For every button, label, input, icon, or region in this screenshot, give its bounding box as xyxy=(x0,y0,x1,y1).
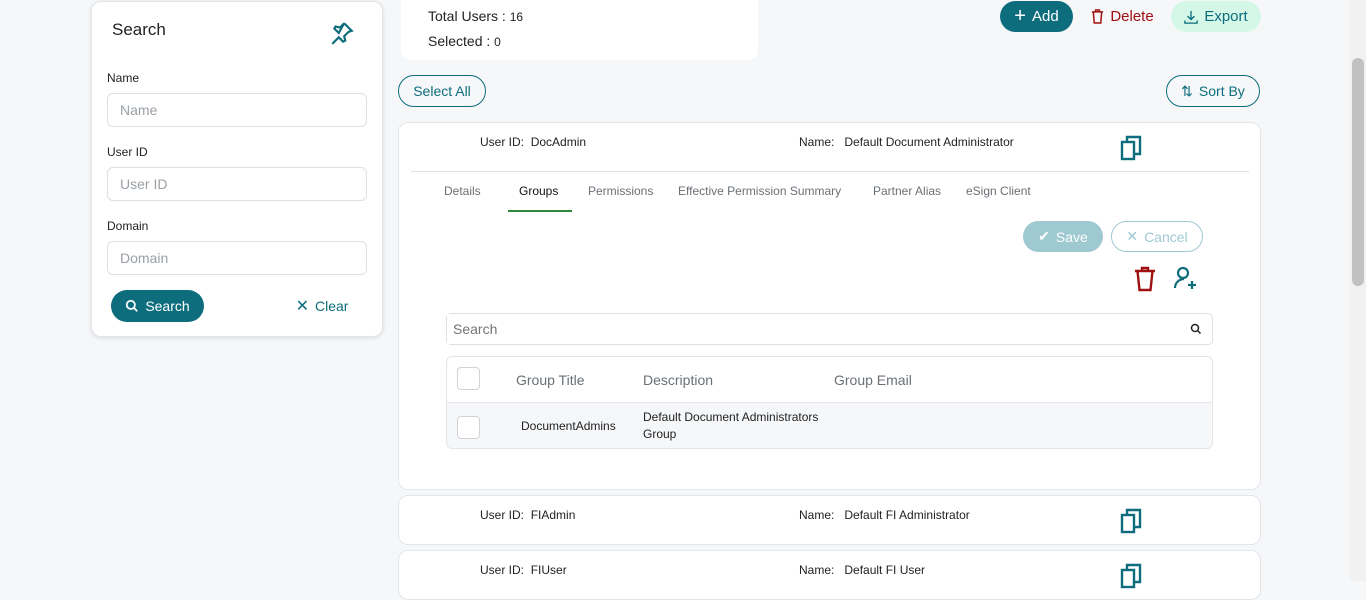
selected-count: Selected : 0 xyxy=(428,33,501,49)
selected-label: Selected : xyxy=(428,33,491,49)
divider xyxy=(411,171,1249,172)
select-all-label: Select All xyxy=(413,83,471,99)
copy-icon[interactable] xyxy=(1120,135,1142,161)
add-button[interactable]: + Add xyxy=(1000,1,1073,32)
tab-permissions[interactable]: Permissions xyxy=(588,184,654,198)
pin-icon[interactable] xyxy=(329,20,355,46)
domain-input[interactable] xyxy=(107,241,367,275)
user-id-value: FIUser xyxy=(530,563,567,577)
domain-label: Domain xyxy=(107,219,149,233)
sort-icon: ⇅ xyxy=(1181,82,1193,99)
group-search-input[interactable] xyxy=(447,314,1147,344)
scrollbar-thumb[interactable] xyxy=(1352,58,1364,286)
search-button[interactable]: Search xyxy=(111,290,204,322)
clear-button[interactable]: ✕ Clear xyxy=(287,290,357,322)
total-users-count: 16 xyxy=(509,10,524,24)
export-button[interactable]: Export xyxy=(1171,1,1261,32)
clear-button-label: Clear xyxy=(314,298,349,314)
user-card[interactable]: User ID: FIAdmin Name: Default FI Admini… xyxy=(398,495,1261,545)
user-id: User ID: FIAdmin xyxy=(480,508,575,522)
user-id-label: User ID: xyxy=(480,508,525,522)
close-icon: ✕ xyxy=(295,298,309,315)
user-name-value: Default FI Administrator xyxy=(844,508,970,522)
add-user-icon[interactable] xyxy=(1173,266,1199,292)
scrollbar[interactable] xyxy=(1350,0,1366,581)
user-name-value: Default FI User xyxy=(844,563,926,577)
total-users: Total Users : 16 xyxy=(428,8,523,24)
groups-table: Group Title Description Group Email Docu… xyxy=(446,356,1213,449)
user-id-value: DocAdmin xyxy=(530,135,587,149)
sort-by-button[interactable]: ⇅ Sort By xyxy=(1166,75,1260,107)
delete-label: Delete xyxy=(1110,8,1154,25)
active-tab-underline xyxy=(508,210,572,212)
select-all-checkbox[interactable] xyxy=(457,367,480,390)
cancel-button[interactable]: ✕ Cancel xyxy=(1111,221,1203,252)
copy-icon[interactable] xyxy=(1120,563,1142,589)
user-name: Name: Default FI Administrator xyxy=(799,508,970,522)
user-name-label: Name: xyxy=(799,508,835,522)
user-card[interactable]: User ID: FIUser Name: Default FI User xyxy=(398,550,1261,600)
search-panel-title: Search xyxy=(112,20,166,39)
column-header-group-title: Group Title xyxy=(516,372,585,388)
export-label: Export xyxy=(1204,8,1248,25)
user-id: User ID: FIUser xyxy=(480,563,567,577)
column-header-description: Description xyxy=(643,372,714,388)
delete-button[interactable]: Delete xyxy=(1085,1,1160,32)
user-id-label: User ID: xyxy=(480,563,525,577)
check-icon: ✔ xyxy=(1038,228,1050,244)
group-title-cell: DocumentAdmins xyxy=(521,419,616,433)
search-icon xyxy=(126,299,139,312)
user-name-label: Name: xyxy=(799,135,835,149)
table-row[interactable]: DocumentAdmins Default Document Administ… xyxy=(447,402,1212,448)
user-id: User ID: DocAdmin xyxy=(480,135,586,149)
search-button-label: Search xyxy=(145,298,190,314)
plus-icon: + xyxy=(1014,5,1026,27)
selected-value: 0 xyxy=(494,35,501,49)
cancel-label: Cancel xyxy=(1144,228,1188,245)
name-label: Name xyxy=(107,71,140,85)
search-panel: Search Name User ID Domain Search ✕ Clea… xyxy=(91,1,383,337)
user-id-label: User ID xyxy=(107,145,148,159)
add-label: Add xyxy=(1031,8,1059,25)
user-card[interactable]: User ID: DocAdmin Name: Default Document… xyxy=(398,122,1261,490)
tab-groups[interactable]: Groups xyxy=(519,184,559,198)
user-id-value: FIAdmin xyxy=(530,508,576,522)
user-id-input[interactable] xyxy=(107,167,367,201)
save-label: Save xyxy=(1055,228,1088,245)
tab-effective-permission-summary[interactable]: Effective Permission Summary xyxy=(678,184,842,198)
copy-icon[interactable] xyxy=(1120,508,1142,534)
group-search[interactable] xyxy=(446,313,1213,345)
user-id-label: User ID: xyxy=(480,135,525,149)
download-icon xyxy=(1184,10,1199,24)
select-all-button[interactable]: Select All xyxy=(398,75,486,107)
user-name-label: Name: xyxy=(799,563,835,577)
close-icon: ✕ xyxy=(1126,228,1139,244)
tab-esign-client[interactable]: eSign Client xyxy=(966,184,1031,198)
user-name: Name: Default Document Administrator xyxy=(799,135,1014,149)
row-checkbox[interactable] xyxy=(457,416,480,439)
user-name: Name: Default FI User xyxy=(799,563,925,577)
sort-by-label: Sort By xyxy=(1198,83,1245,99)
tab-details[interactable]: Details xyxy=(444,184,481,198)
user-name-value: Default Document Administrator xyxy=(844,135,1014,149)
summary-box: Total Users : 16 Selected : 0 xyxy=(401,0,758,60)
tab-partner-alias[interactable]: Partner Alias xyxy=(873,184,942,198)
total-users-label: Total Users : xyxy=(428,8,506,24)
trash-icon[interactable] xyxy=(1134,266,1156,292)
column-header-group-email: Group Email xyxy=(834,372,912,388)
description-cell: Default Document Administrators Group xyxy=(643,410,819,441)
name-input[interactable] xyxy=(107,93,367,127)
save-button[interactable]: ✔ Save xyxy=(1023,221,1103,252)
trash-icon xyxy=(1092,9,1104,24)
search-icon[interactable] xyxy=(1190,323,1202,335)
